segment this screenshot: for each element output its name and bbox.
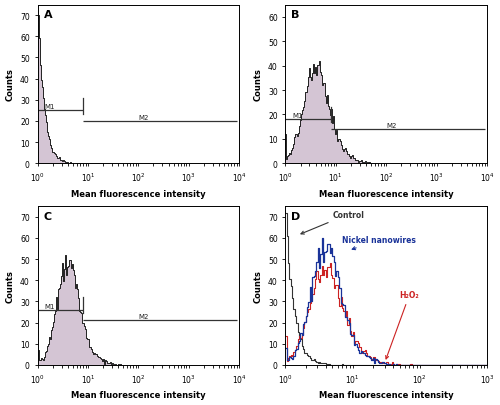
Y-axis label: Counts: Counts: [254, 68, 262, 101]
Text: Nickel nanowires: Nickel nanowires: [342, 236, 416, 250]
X-axis label: Mean fluorescence intensity: Mean fluorescence intensity: [319, 390, 454, 399]
X-axis label: Mean fluorescence intensity: Mean fluorescence intensity: [71, 190, 206, 198]
Y-axis label: Counts: Counts: [6, 269, 15, 302]
Text: M1: M1: [44, 104, 55, 110]
Text: M1: M1: [292, 113, 302, 119]
Text: M2: M2: [386, 123, 396, 128]
Text: H₂O₂: H₂O₂: [386, 290, 420, 359]
Y-axis label: Counts: Counts: [6, 68, 15, 101]
Text: Control: Control: [301, 210, 364, 234]
Text: A: A: [44, 10, 52, 20]
Text: M1: M1: [44, 303, 55, 309]
Text: C: C: [44, 211, 52, 222]
X-axis label: Mean fluorescence intensity: Mean fluorescence intensity: [71, 390, 206, 399]
Text: B: B: [292, 10, 300, 20]
Y-axis label: Counts: Counts: [254, 269, 262, 302]
X-axis label: Mean fluorescence intensity: Mean fluorescence intensity: [319, 190, 454, 198]
Text: M2: M2: [138, 115, 148, 121]
Text: D: D: [292, 211, 300, 222]
Text: M2: M2: [138, 313, 148, 320]
